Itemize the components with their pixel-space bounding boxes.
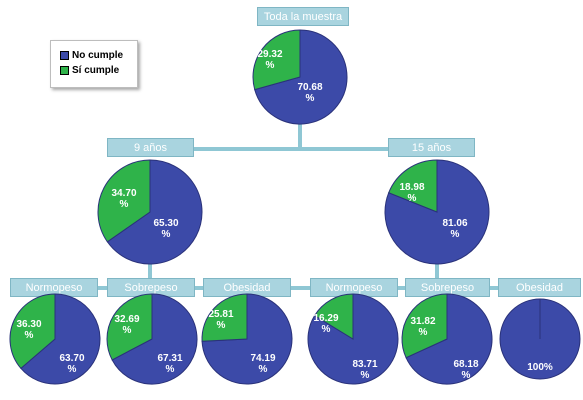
node-title-1: 9 años <box>107 138 194 157</box>
value-label-si-cumple: 25.81% <box>208 309 233 331</box>
pie-slice-si-cumple <box>401 293 448 359</box>
pie-chart-0: 70.68 % 29.32% <box>252 29 348 125</box>
node-title-6: Normopeso <box>310 278 398 297</box>
node-title-2: 15 años <box>388 138 475 157</box>
pie-slice-si-cumple <box>201 293 248 342</box>
pie-slice-si-cumple <box>313 293 354 340</box>
value-label-si-cumple: 31.82% <box>410 316 435 338</box>
pie-slice-si-cumple <box>97 159 151 243</box>
node-title-8: Obesidad <box>498 278 581 297</box>
legend-label-si-cumple: Sí cumple <box>72 65 120 76</box>
pie-slice-no-cumple <box>20 293 101 385</box>
value-label-si-cumple: 16.29% <box>313 313 338 335</box>
pie-chart-4: 67.31 % 32.69% <box>106 293 198 385</box>
pie-chart-2: 81.06 % 18.98% <box>384 159 490 265</box>
legend: No cumple Sí cumple <box>50 40 138 88</box>
pie-chart-3: 63.70 % 36.30% <box>9 293 101 385</box>
pie-chart-5: 74.19 % 25.81% <box>201 293 293 385</box>
pie-slice-no-cumple <box>111 293 198 385</box>
legend-swatch-si-cumple <box>60 66 69 75</box>
node-title-7: Sobrepeso <box>405 278 490 297</box>
pie-chart-8: 100% <box>499 298 581 380</box>
pie-slice-si-cumple <box>388 159 438 213</box>
value-label-no-cumple: 74.19% <box>250 353 275 375</box>
pie-slice-si-cumple <box>252 29 301 91</box>
value-label-no-cumple: 63.70% <box>59 353 84 375</box>
value-label-si-cumple: 36.30% <box>16 319 41 341</box>
value-label-si-cumple: 32.69% <box>114 314 139 336</box>
value-label-si-cumple: 34.70% <box>111 188 136 210</box>
legend-label-no-cumple: No cumple <box>72 50 124 61</box>
legend-item-no-cumple: No cumple <box>60 49 137 62</box>
value-label-no-cumple: 70.68% <box>297 82 322 104</box>
value-label-no-cumple: 81.06% <box>442 218 467 240</box>
pie-chart-7: 68.18 % 31.82% <box>401 293 493 385</box>
value-label-no-cumple: 83.71% <box>352 359 377 381</box>
value-label-no-cumple: 100% <box>527 362 553 373</box>
legend-swatch-no-cumple <box>60 51 69 60</box>
value-label-si-cumple: 18.98% <box>399 182 424 204</box>
value-label-no-cumple: 67.31% <box>157 353 182 375</box>
node-title-5: Obesidad <box>203 278 291 297</box>
value-label-no-cumple: 65.30% <box>153 218 178 240</box>
node-title-0: Toda la muestra <box>257 7 349 26</box>
pie-slice-no-cumple <box>106 159 203 265</box>
pie-slice-si-cumple <box>9 293 56 370</box>
pie-slice-no-cumple <box>405 293 493 385</box>
pie-slice-no-cumple <box>254 29 348 125</box>
value-label-no-cumple: 68.18% <box>453 359 478 381</box>
value-label-si-cumple: 29.32% <box>257 49 282 71</box>
pie-slice-si-cumple <box>106 293 153 361</box>
pie-chart-1: 65.30 % 34.70% <box>97 159 203 265</box>
pie-chart-6: 83.71 % 16.29% <box>307 293 399 385</box>
legend-item-si-cumple: Sí cumple <box>60 64 137 77</box>
